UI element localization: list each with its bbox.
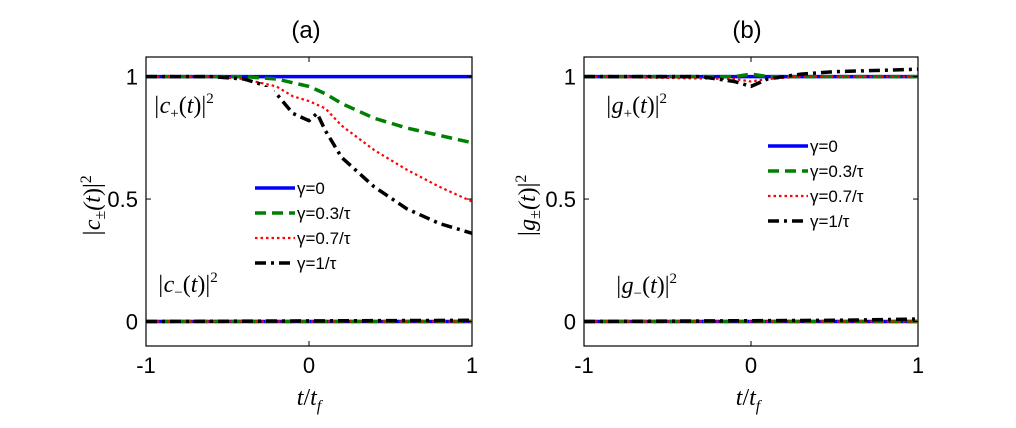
panel-a-ytick-label-0: 0 bbox=[126, 310, 138, 335]
panel-a-ylabel: |c±(t)|2 bbox=[78, 175, 109, 237]
panel-b-xtick-label-1: 0 bbox=[745, 353, 757, 378]
svg-text:t/tf: t/tf bbox=[297, 385, 324, 415]
panel-a-xtick-label-0: -1 bbox=[136, 353, 156, 378]
svg-text:|g±(t)|2: |g±(t)|2 bbox=[513, 175, 544, 238]
panel-a-ticks: -1 0 1 0 0.5 1 bbox=[107, 57, 478, 378]
panel-b-ytick-label-0: 0 bbox=[564, 310, 576, 335]
panel-a-legend-label-0: γ=0 bbox=[297, 179, 325, 198]
panel-b-legend-label-0: γ=0 bbox=[810, 137, 838, 156]
svg-text:|g−(t)|2: |g−(t)|2 bbox=[615, 271, 677, 302]
panel-b-ytick-label-1: 0.5 bbox=[545, 187, 576, 212]
panel-a-series-2-upper bbox=[146, 75, 473, 203]
panel-b-title: (b) bbox=[732, 17, 761, 44]
panel-b-legend-label-2: γ=0.7/τ bbox=[810, 187, 864, 206]
panel-a-xlabel: t/tf bbox=[297, 385, 324, 415]
panel-a-series bbox=[145, 74, 473, 324]
panel-a-ytick-label-1: 0.5 bbox=[107, 187, 138, 212]
panel-b-ytick-label-2: 1 bbox=[564, 65, 576, 90]
panel-a-annotation-upper: |c+(t)|2 bbox=[150, 87, 274, 122]
panel-b-series-3-upper bbox=[584, 67, 919, 89]
panel-a-legend-label-3: γ=1/τ bbox=[297, 254, 337, 273]
panel-b-series bbox=[583, 67, 919, 324]
panel-b-xtick-label-2: 1 bbox=[912, 353, 924, 378]
panel-a-ytick-label-2: 1 bbox=[126, 65, 138, 90]
panel-a-series-3-upper bbox=[146, 74, 473, 235]
panel-a-xtick-label-2: 1 bbox=[466, 353, 478, 378]
svg-text:|c−(t)|2: |c−(t)|2 bbox=[157, 270, 218, 301]
panel-a-legend-label-1: γ=0.3/τ bbox=[297, 204, 351, 223]
panel-b-ylabel: |g±(t)|2 bbox=[513, 175, 544, 238]
panel-b-xlabel: t/tf bbox=[736, 385, 763, 415]
panel-b-annotation-upper: |g+(t)|2 bbox=[600, 87, 722, 122]
panel-a-title: (a) bbox=[291, 17, 320, 44]
panel-b-annotation-lower: |g−(t)|2 bbox=[615, 271, 677, 302]
panel-a-legend: γ=0 γ=0.3/τ γ=0.7/τ γ=1/τ bbox=[255, 179, 351, 273]
panel-a-legend-label-2: γ=0.7/τ bbox=[297, 229, 351, 248]
panel-b-legend-label-1: γ=0.3/τ bbox=[810, 162, 864, 181]
panel-b-ticks: -1 0 1 0 0.5 1 bbox=[545, 57, 924, 378]
panel-b-series-2-upper bbox=[583, 75, 918, 83]
panel-b-legend-label-3: γ=1/τ bbox=[810, 212, 850, 231]
panel-b-legend: γ=0 γ=0.3/τ γ=0.7/τ γ=1/τ bbox=[768, 137, 864, 231]
panel-b-xtick-label-0: -1 bbox=[574, 353, 594, 378]
panel-a: (a) -1 0 1 0 0.5 1 |c±(t)|2 t/tf |c+(t)|2 |c−… bbox=[78, 17, 478, 415]
panel-a-xtick-label-1: 0 bbox=[303, 353, 315, 378]
panel-a-series-3-lower bbox=[145, 318, 473, 324]
svg-text:|g+(t)|2: |g+(t)|2 bbox=[605, 91, 667, 122]
svg-text:|c+(t)|2: |c+(t)|2 bbox=[153, 91, 214, 122]
panel-b-series-3-lower bbox=[583, 317, 919, 324]
panel-b: (b) -1 0 1 0 0.5 1 |g±(t)|2 t/tf |g+(t)|2 |g−… bbox=[513, 17, 924, 415]
panel-a-annotation-lower: |c−(t)|2 bbox=[157, 270, 218, 301]
svg-text:t/tf: t/tf bbox=[736, 385, 763, 415]
svg-text:|c±(t)|2: |c±(t)|2 bbox=[78, 175, 109, 237]
panel-a-series-1-upper bbox=[146, 74, 473, 145]
